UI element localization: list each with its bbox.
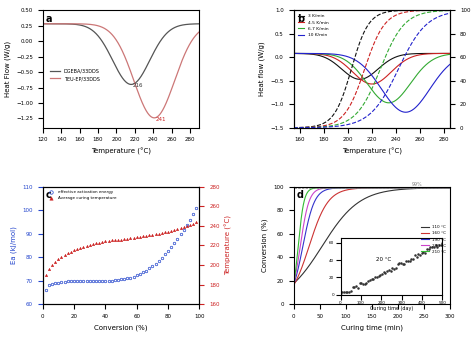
- DGEBA/33DDS: [145, 63, 150, 67]
- TEU-EP/33DDS: [197, 30, 202, 34]
- X-axis label: Curing time (min): Curing time (min): [341, 324, 403, 331]
- Text: a: a: [46, 14, 52, 24]
- Text: b: b: [297, 14, 304, 24]
- Y-axis label: Heat Flow (W/g): Heat Flow (W/g): [4, 41, 10, 97]
- Text: 216: 216: [133, 83, 144, 88]
- DGEBA/33DDS: [40, 22, 46, 26]
- TEU-EP/33DDS: [151, 116, 157, 120]
- Line: TEU-EP/33DDS: TEU-EP/33DDS: [43, 24, 200, 118]
- X-axis label: Conversion (%): Conversion (%): [94, 324, 148, 331]
- X-axis label: Temperature (°C): Temperature (°C): [91, 148, 151, 155]
- DGEBA/33DDS: [68, 22, 73, 26]
- Y-axis label: Temperature (°C): Temperature (°C): [225, 215, 232, 275]
- TEU-EP/33DDS: [111, 34, 117, 39]
- TEU-EP/33DDS: [68, 22, 73, 26]
- TEU-EP/33DDS: [132, 82, 138, 86]
- DGEBA/33DDS: [197, 22, 202, 26]
- Line: DGEBA/33DDS: DGEBA/33DDS: [43, 24, 200, 84]
- TEU-EP/33DDS: [158, 111, 164, 115]
- Legend: 110 °C, 160 °C, 190 °C, 200 °C, 210 °C: 110 °C, 160 °C, 190 °C, 200 °C, 210 °C: [419, 224, 448, 255]
- DGEBA/33DDS: [111, 60, 117, 64]
- Text: d: d: [297, 190, 304, 200]
- DGEBA/33DDS: [158, 38, 164, 42]
- DGEBA/33DDS: [128, 82, 134, 87]
- DGEBA/33DDS: [80, 24, 86, 28]
- X-axis label: Temperature (°C): Temperature (°C): [342, 148, 402, 155]
- Legend: 3 K/min, 4.5 K/min, 6.7 K/min, 10 K/min: 3 K/min, 4.5 K/min, 6.7 K/min, 10 K/min: [296, 13, 330, 39]
- DGEBA/33DDS: [132, 81, 138, 85]
- Legend: effective activation energy, Average curing temperature: effective activation energy, Average cur…: [45, 189, 118, 202]
- TEU-EP/33DDS: [40, 22, 46, 26]
- Y-axis label: Conversion (%): Conversion (%): [261, 219, 268, 272]
- Text: c: c: [46, 190, 52, 200]
- TEU-EP/33DDS: [80, 22, 86, 26]
- Legend: DGEBA/33DDS, TEU-EP/33DDS: DGEBA/33DDS, TEU-EP/33DDS: [48, 67, 101, 83]
- TEU-EP/33DDS: [145, 111, 150, 115]
- Y-axis label: Heat flow (W/g): Heat flow (W/g): [258, 42, 265, 96]
- Text: 241: 241: [156, 117, 166, 122]
- Text: 99%: 99%: [412, 182, 423, 187]
- Y-axis label: Ea (kJ/mol): Ea (kJ/mol): [10, 226, 17, 264]
